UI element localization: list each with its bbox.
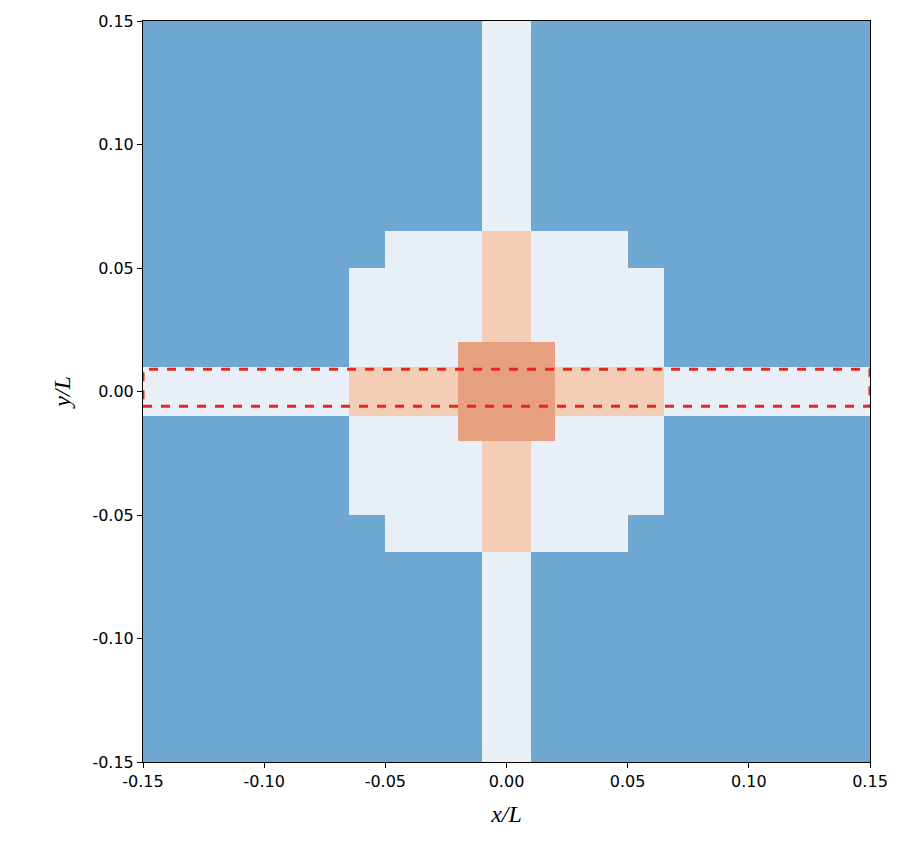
svg-text:0.15: 0.15 — [98, 12, 134, 31]
svg-text:-0.10: -0.10 — [243, 772, 284, 791]
svg-text:0.15: 0.15 — [852, 772, 888, 791]
svg-text:0.05: 0.05 — [610, 772, 646, 791]
svg-text:0.00: 0.00 — [489, 772, 525, 791]
svg-text:0.05: 0.05 — [98, 259, 134, 278]
svg-text:-0.10: -0.10 — [92, 629, 133, 648]
svg-text:0.10: 0.10 — [98, 135, 134, 154]
svg-text:0.00: 0.00 — [98, 382, 134, 401]
svg-text:-0.05: -0.05 — [92, 506, 133, 525]
svg-text:x/L: x/L — [490, 801, 522, 827]
svg-text:-0.15: -0.15 — [122, 772, 163, 791]
svg-text:0.10: 0.10 — [731, 772, 767, 791]
svg-text:y/L: y/L — [49, 376, 75, 409]
svg-text:-0.15: -0.15 — [92, 753, 133, 772]
svg-text:-0.05: -0.05 — [365, 772, 406, 791]
